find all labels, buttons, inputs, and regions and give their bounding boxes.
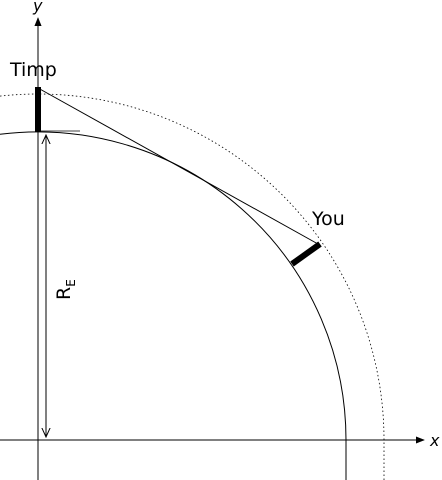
height-dotted-arc [0, 93, 385, 480]
radius-label-subscript: E [64, 279, 78, 287]
svg-text:RE: RE [53, 279, 78, 300]
earth-surface-arc [0, 131, 347, 480]
y-axis-label: y [32, 0, 43, 15]
line-of-sight [37, 87, 319, 245]
timp-label: Timp [9, 59, 57, 81]
you-label: You [311, 208, 345, 230]
you-marker [290, 241, 322, 267]
radius-label: RE [53, 279, 78, 300]
radius-label-main: R [53, 287, 75, 300]
x-axis-label: x [429, 431, 440, 450]
